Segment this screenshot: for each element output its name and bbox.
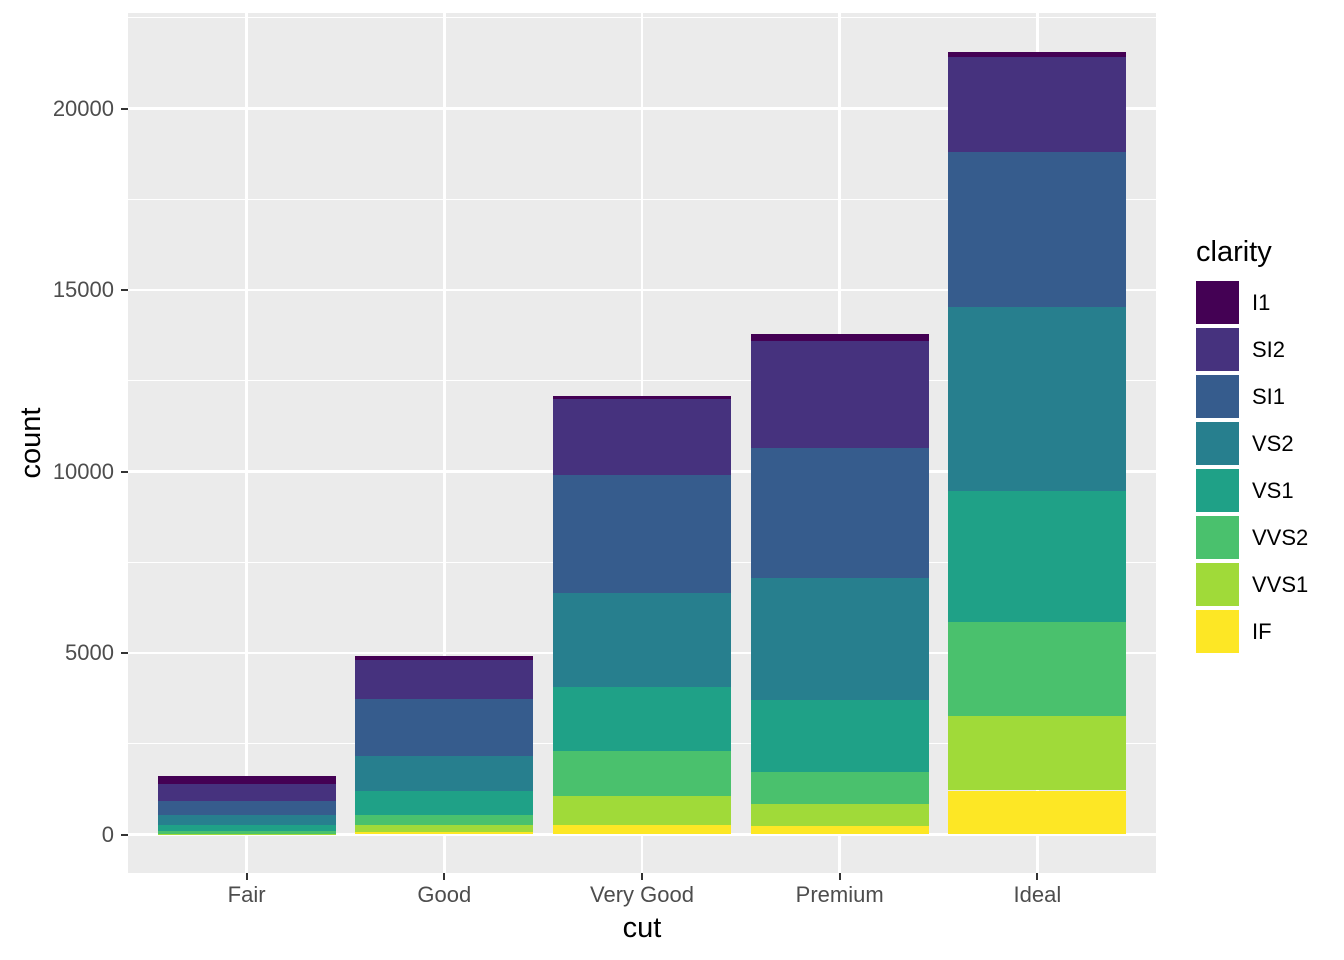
bar-segment-ideal-vvs1 [948,716,1127,791]
legend-key-vvs1: VVS1 [1196,563,1308,606]
y-tick-mark [121,833,128,836]
bar-segment-very-good-si2 [553,398,731,476]
bar-segment-premium-vs1 [750,700,929,773]
legend-swatch-icon [1196,375,1239,418]
legend-label: I1 [1252,289,1271,315]
bar-segment-good-si2 [355,659,534,700]
bar-segment-premium-vs2 [750,578,929,700]
bar-segment-fair-vs1 [157,824,336,832]
bar-segment-fair-vs2 [157,815,336,825]
bar-segment-premium-i1 [750,333,929,342]
bar-segment-premium-si1 [750,448,929,579]
bar-segment-ideal-i1 [948,52,1127,58]
legend-label: SI1 [1252,383,1286,409]
x-tick-label: Very Good [590,882,694,907]
bar-segment-very-good-if [553,824,731,835]
legend-key-vvs2: VVS2 [1196,516,1308,559]
bar-segment-good-vvs2 [355,814,534,826]
legend-key-if: IF [1196,610,1308,653]
y-tick-label: 20000 [52,95,114,121]
legend-swatch-icon [1196,422,1239,465]
bar-segment-premium-vvs1 [750,803,929,827]
x-tick-mark [641,873,643,880]
y-tick-mark [121,470,128,473]
x-tick-mark [1036,873,1039,880]
x-tick-label: Good [417,882,472,907]
legend-label: VVS2 [1252,524,1309,550]
gridline-vertical [245,13,248,873]
x-tick-mark [443,873,446,880]
bar-segment-very-good-vvs1 [553,796,731,825]
bar-segment-good-vs1 [355,791,534,815]
legend-label: IF [1252,618,1272,644]
bar-segment-fair-si1 [157,800,336,816]
legend-swatch-icon [1196,328,1239,371]
x-tick-mark [245,873,248,880]
y-tick-mark [121,107,128,110]
y-axis-title: count [15,407,47,479]
bar-segment-fair-vvs2 [157,831,336,834]
bar-segment-very-good-vs2 [553,592,731,687]
legend: clarity I1 SI2 SI1 VS2 VS1 VVS2 VVS1 IF [1196,236,1308,657]
bar-segment-fair-vvs1 [157,833,336,835]
bar-segment-premium-si2 [750,341,929,449]
x-tick-label: Fair [227,882,266,907]
x-axis-title: cut [622,912,662,944]
bar-segment-ideal-vvs2 [948,621,1127,717]
legend-swatch-icon [1196,469,1239,512]
x-tick-label: Ideal [1013,882,1062,907]
y-tick-label: 5000 [65,640,114,665]
bar-segment-ideal-if [948,790,1127,835]
legend-key-si1: SI1 [1196,375,1308,418]
bar-segment-good-if [355,831,534,835]
legend-keys: I1 SI2 SI1 VS2 VS1 VVS2 VVS1 IF [1196,281,1308,653]
legend-swatch-icon [1196,281,1239,324]
bar-segment-premium-if [750,826,929,835]
legend-key-vs2: VS2 [1196,422,1308,465]
y-tick-label: 0 [101,821,114,847]
bar-segment-very-good-si1 [553,475,731,593]
y-tick-mark [121,289,128,291]
bar-segment-good-i1 [355,656,534,660]
legend-key-i1: I1 [1196,281,1308,324]
bar-segment-ideal-vs2 [948,307,1127,492]
legend-label: VVS1 [1252,571,1309,597]
x-tick-mark [838,873,841,880]
legend-key-si2: SI2 [1196,328,1308,371]
legend-swatch-icon [1196,610,1239,653]
bar-segment-fair-i1 [157,776,336,784]
bar-segment-ideal-si2 [948,57,1127,152]
bar-segment-ideal-vs1 [948,491,1127,622]
gridline-vertical [443,13,446,873]
legend-key-vs1: VS1 [1196,469,1308,512]
legend-label: VS1 [1252,477,1294,503]
bar-segment-very-good-i1 [553,395,731,399]
bar-segment-very-good-vs1 [553,686,731,752]
legend-label: VS2 [1252,430,1294,456]
bar-segment-good-vvs1 [355,825,534,832]
x-tick-label: Premium [795,882,884,907]
y-tick-label: 15000 [52,277,114,302]
legend-swatch-icon [1196,516,1239,559]
y-tick-label: 10000 [52,458,114,484]
bar-segment-premium-vvs2 [750,772,929,804]
legend-label: SI2 [1252,336,1286,362]
bar-segment-good-vs2 [355,755,534,792]
legend-swatch-icon [1196,563,1239,606]
bar-segment-good-si1 [355,699,534,756]
bar-segment-very-good-vvs2 [553,751,731,797]
bar-segment-fair-si2 [157,783,336,801]
y-tick-mark [121,652,128,654]
bar-segment-ideal-si1 [948,151,1127,308]
legend-title: clarity [1196,236,1272,268]
plot-panel [128,13,1156,873]
